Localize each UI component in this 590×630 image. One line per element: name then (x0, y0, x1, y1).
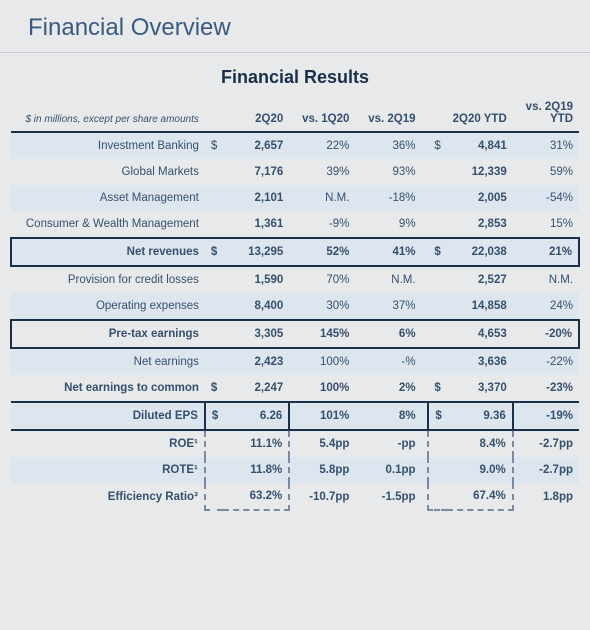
table-row: Net earnings to common$2,247100%2%$3,370… (11, 375, 579, 402)
col-vs-1q20: vs. 1Q20 (289, 94, 355, 132)
financial-table: $ in millions, except per share amounts … (10, 94, 580, 511)
table-row: Efficiency Ratio³63.2%-10.7pp-1.5pp67.4%… (11, 483, 579, 510)
table-title: Financial Results (10, 67, 580, 94)
table-row: Pre-tax earnings3,305145%6%4,653-20% (11, 320, 579, 348)
page-title: Financial Overview (0, 0, 590, 53)
table-row: Investment Banking$2,65722%36%$4,84131% (11, 132, 579, 159)
table-row: Operating expenses8,40030%37%14,85824% (11, 293, 579, 320)
col-vs-2q19: vs. 2Q19 (355, 94, 421, 132)
col-vs-2q19-ytd: vs. 2Q19 YTD (513, 94, 579, 132)
col-2q20-ytd: 2Q20 YTD (447, 94, 513, 132)
table-container: Financial Results $ in millions, except … (0, 53, 590, 521)
table-row: Consumer & Wealth Management1,361-9%9%2,… (11, 211, 579, 238)
table-row: Global Markets7,17639%93%12,33959% (11, 159, 579, 185)
table-row: ROE¹11.1%5.4pp-pp8.4%-2.7pp (11, 430, 579, 457)
table-row: ROTE¹11.8%5.8pp0.1pp9.0%-2.7pp (11, 457, 579, 483)
table-row: Asset Management2,101N.M.-18%2,005-54% (11, 185, 579, 211)
table-row: Diluted EPS$6.26101%8%$9.36-19% (11, 402, 579, 430)
table-row: Net earnings2,423100%-%3,636-22% (11, 348, 579, 375)
table-row: Provision for credit losses1,59070%N.M.2… (11, 266, 579, 293)
col-2q20: 2Q20 (223, 94, 289, 132)
table-row: Net revenues$13,29552%41%$22,03821% (11, 238, 579, 266)
table-subhead: $ in millions, except per share amounts (11, 94, 205, 132)
